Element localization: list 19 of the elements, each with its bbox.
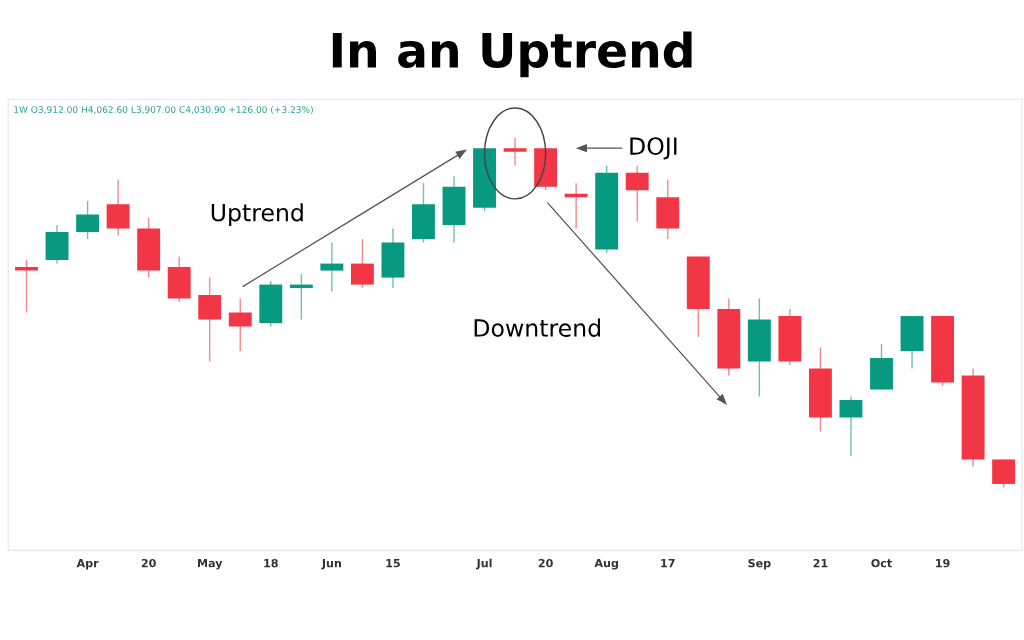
annotation: DOJI — [630, 137, 677, 160]
x-tick-label: Sep — [748, 558, 771, 570]
x-tick-label: May — [198, 558, 223, 570]
text: 1W O3,912.00 H4,062.60 L3,907.00 C4,030.90 +126.00 (+3.23%) — [14, 105, 313, 115]
x-tick-label: 21 — [813, 558, 828, 568]
x-tick-label: 19 — [936, 558, 950, 568]
x-tick-label: 18 — [264, 558, 278, 568]
x-tick-label: Aug — [594, 558, 618, 570]
annotation: Downtrend — [474, 318, 600, 337]
annotation: Uptrend — [211, 203, 303, 227]
x-tick-label: 17 — [661, 559, 675, 568]
x-tick-label: 15 — [386, 559, 400, 568]
x-tick-label: 20 — [141, 558, 156, 568]
x-tick-label: Apr — [76, 559, 99, 570]
x-tick-label: Jun — [321, 559, 341, 570]
chart-title: In an Uptrend — [332, 31, 692, 78]
x-tick-label: Jul — [475, 558, 492, 570]
x-tick-label: Oct — [871, 558, 892, 568]
x-tick-label: 20 — [538, 558, 553, 568]
